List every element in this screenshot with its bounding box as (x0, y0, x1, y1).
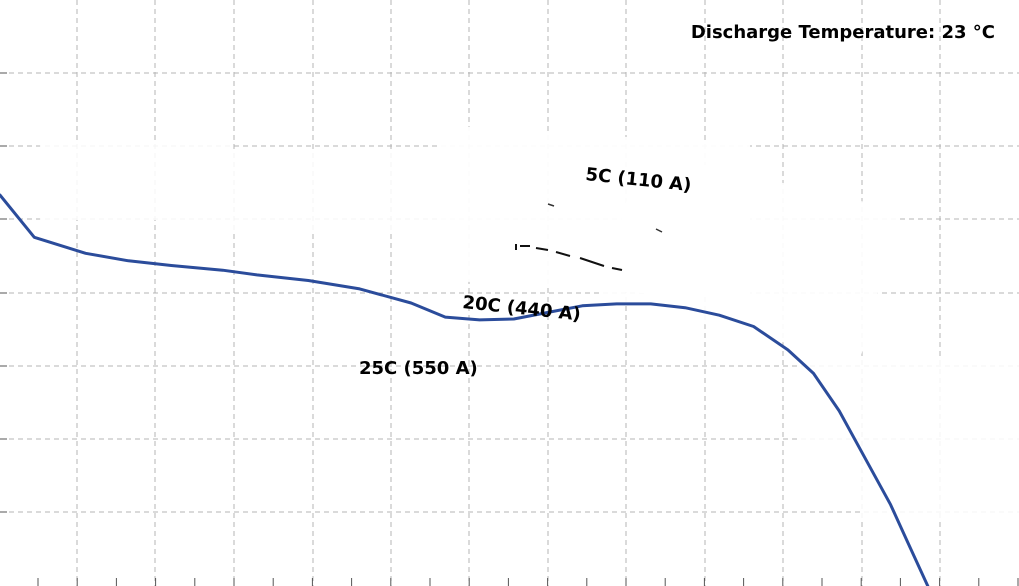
temperature-annotation: Discharge Temperature: 23 °C (691, 22, 995, 43)
series-label-25c: 25C (550 A) (359, 358, 478, 379)
x-axis-ticks (0, 72, 1019, 586)
label-remnants (515, 203, 663, 271)
series-line-25c (0, 193, 930, 586)
